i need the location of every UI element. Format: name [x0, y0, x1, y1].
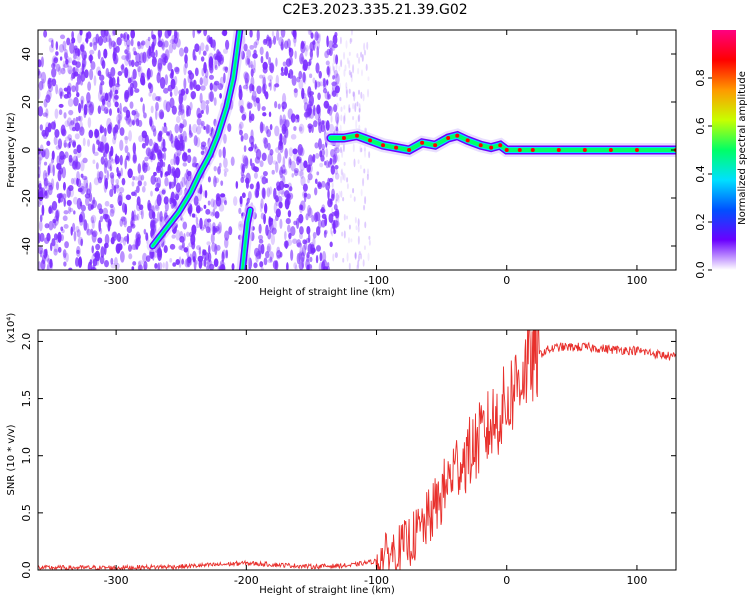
steep-trace-left [151, 30, 241, 247]
bottom-x-axis-label: Height of straight line (km) [259, 585, 395, 596]
bottom-y-axis-label: SNR (10 * v/v) [6, 424, 17, 495]
steep-trace-right [241, 209, 252, 270]
bottom-x-tick-label: 100 [626, 574, 647, 587]
colorbar-gradient [712, 30, 736, 270]
signal-peak [478, 143, 483, 148]
signal-peak [465, 138, 470, 143]
bottom-frame [37, 329, 677, 571]
signal-peak [489, 145, 494, 150]
signal-peak [504, 148, 509, 152]
colorbar-tick-label: 0.6 [694, 117, 707, 135]
colorbar-tick-label: 0.4 [694, 165, 707, 183]
snr-series-line [38, 330, 676, 570]
top-x-axis-label: Height of straight line (km) [259, 287, 395, 298]
signal-peak [341, 136, 346, 140]
bottom-y-tick-label: 1.5 [20, 390, 33, 408]
signal-peak [368, 138, 373, 143]
snr-plot: -300 -200 -100 0 100 0.0 0.5 1.0 1.5 2.0 Height of… [6, 313, 677, 596]
top-x-tick-label: 100 [626, 274, 647, 287]
signal-peak [446, 136, 451, 140]
colorbar: 0.0 0.2 0.4 0.6 0.8 Normalized spectral ampli… [694, 30, 748, 279]
signal-peak [634, 148, 639, 152]
top-y-tick-label: 0 [20, 147, 33, 154]
signal-peak [455, 133, 460, 138]
bottom-x-tick-label: -100 [364, 574, 389, 587]
bottom-x-tick-label: -300 [104, 574, 129, 587]
bottom-y-tick-label: 2.0 [20, 333, 33, 351]
top-x-tick-label: -100 [364, 274, 389, 287]
bottom-y-tick-label: 1.0 [20, 447, 33, 465]
signal-peak [530, 148, 535, 152]
bottom-y-tick-label: 0.5 [20, 504, 33, 522]
signal-peak [498, 143, 503, 148]
signal-peak [433, 143, 438, 148]
bottom-x-tick-label: 0 [503, 574, 510, 587]
bottom-x-tick-label: -200 [234, 574, 259, 587]
bottom-y-tick-label: 0.0 [20, 561, 33, 579]
colorbar-tick-label: 0.8 [694, 69, 707, 87]
signal-peak [517, 148, 522, 152]
top-y-tick-label: 40 [20, 47, 33, 61]
signal-peak [355, 133, 359, 138]
top-y-axis-label: Frequency (Hz) [6, 112, 17, 188]
bottom-y-multiplier: (x10⁴) [6, 313, 17, 344]
colorbar-tick-label: 0.0 [694, 261, 707, 279]
top-y-tick-label: -20 [20, 189, 33, 207]
chart-title: C2E3.2023.335.21.39.G02 [282, 2, 468, 18]
noise-speckle [38, 30, 371, 270]
top-x-tick-label: -300 [104, 274, 129, 287]
signal-peak [556, 148, 561, 152]
signal-peak [407, 148, 412, 152]
signal-peak [582, 148, 587, 152]
signal-peak [420, 140, 425, 145]
top-x-tick-label: -200 [234, 274, 259, 287]
top-y-tick-label: -40 [20, 237, 33, 255]
colorbar-tick-label: 0.2 [694, 213, 707, 231]
top-x-tick-label: 0 [503, 274, 510, 287]
signal-peak [608, 148, 613, 152]
colorbar-label: Normalized spectral amplitude [737, 71, 748, 225]
signal-peak [381, 143, 386, 148]
signal-peak [394, 145, 399, 150]
top-y-tick-label: 20 [20, 95, 33, 109]
